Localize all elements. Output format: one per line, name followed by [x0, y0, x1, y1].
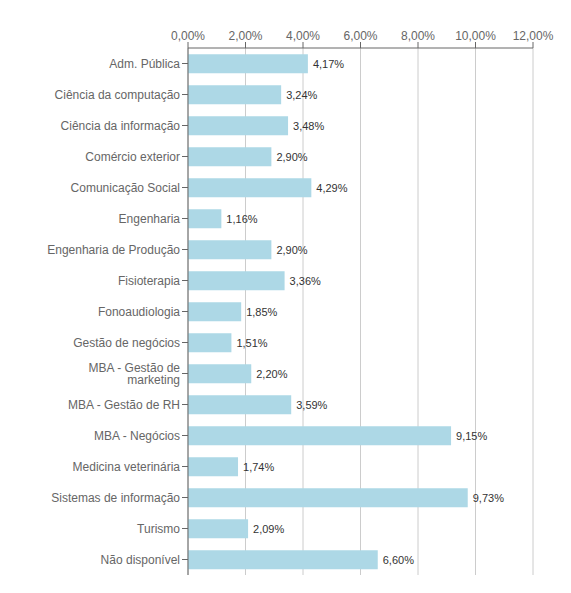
svg-text:1,16%: 1,16% — [226, 213, 257, 225]
svg-text:2,90%: 2,90% — [276, 151, 307, 163]
svg-text:3,48%: 3,48% — [293, 120, 324, 132]
svg-text:1,85%: 1,85% — [246, 306, 277, 318]
svg-text:9,73%: 9,73% — [473, 492, 504, 504]
svg-text:3,24%: 3,24% — [286, 89, 317, 101]
svg-text:1,74%: 1,74% — [243, 461, 274, 473]
svg-text:0,00%: 0,00% — [171, 29, 205, 43]
svg-text:4,29%: 4,29% — [316, 182, 347, 194]
svg-text:3,36%: 3,36% — [290, 275, 321, 287]
svg-text:Sistemas de informação: Sistemas de informação — [51, 491, 180, 505]
svg-text:12,00%: 12,00% — [513, 29, 554, 43]
svg-text:8,00%: 8,00% — [401, 29, 435, 43]
svg-text:6,00%: 6,00% — [343, 29, 377, 43]
svg-text:Fonoaudiologia: Fonoaudiologia — [98, 305, 180, 319]
svg-text:3,59%: 3,59% — [296, 399, 327, 411]
svg-text:10,00%: 10,00% — [455, 29, 496, 43]
svg-text:4,17%: 4,17% — [313, 58, 344, 70]
svg-text:Ciência da computação: Ciência da computação — [55, 88, 181, 102]
svg-text:2,20%: 2,20% — [256, 368, 287, 380]
svg-text:Engenharia: Engenharia — [119, 212, 181, 226]
svg-text:Ciência da informação: Ciência da informação — [61, 119, 181, 133]
svg-text:2,09%: 2,09% — [253, 523, 284, 535]
svg-text:Fisioterapia: Fisioterapia — [118, 274, 180, 288]
svg-text:Turismo: Turismo — [137, 522, 180, 536]
svg-text:MBA - Gestão demarketing: MBA - Gestão demarketing — [89, 361, 181, 387]
svg-text:Não disponível: Não disponível — [101, 553, 180, 567]
svg-text:9,15%: 9,15% — [456, 430, 487, 442]
svg-text:Comunicação Social: Comunicação Social — [71, 181, 180, 195]
svg-text:Comércio exterior: Comércio exterior — [85, 150, 180, 164]
svg-text:Adm. Pública: Adm. Pública — [109, 57, 180, 71]
svg-text:MBA - Negócios: MBA - Negócios — [94, 429, 180, 443]
svg-text:MBA - Gestão de RH: MBA - Gestão de RH — [68, 398, 180, 412]
svg-text:6,60%: 6,60% — [383, 554, 414, 566]
svg-text:2,00%: 2,00% — [228, 29, 262, 43]
svg-text:2,90%: 2,90% — [276, 244, 307, 256]
svg-text:1,51%: 1,51% — [236, 337, 267, 349]
svg-text:Engenharia de Produção: Engenharia de Produção — [47, 243, 180, 257]
svg-text:Gestão de negócios: Gestão de negócios — [73, 336, 180, 350]
svg-text:Medicina veterinária: Medicina veterinária — [73, 460, 181, 474]
svg-text:4,00%: 4,00% — [286, 29, 320, 43]
